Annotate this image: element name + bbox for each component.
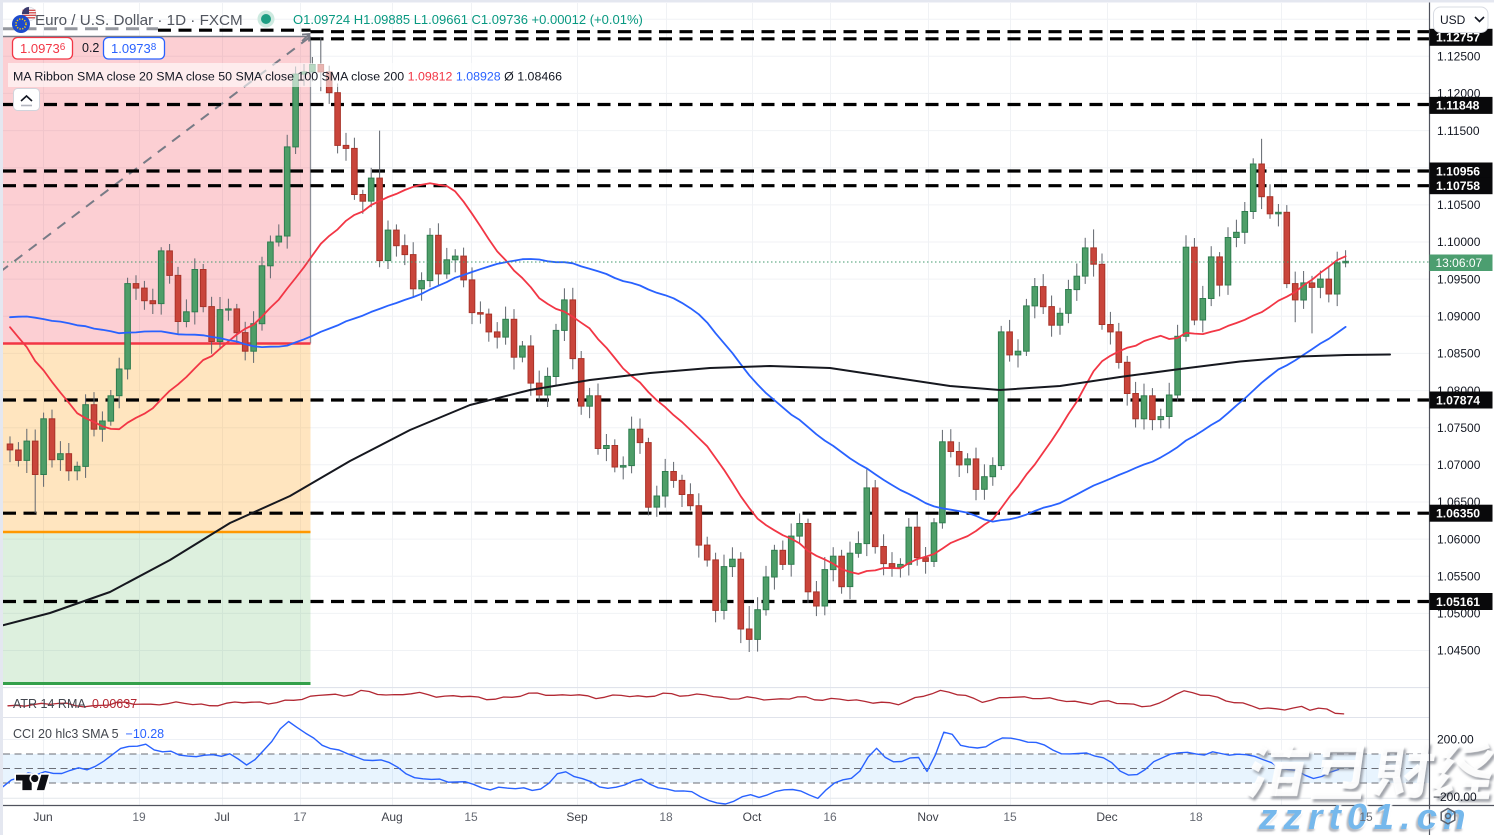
svg-text:1.09500: 1.09500 (1437, 272, 1481, 286)
svg-text:USD: USD (1440, 13, 1466, 27)
svg-text:15: 15 (1359, 810, 1373, 824)
svg-text:17: 17 (293, 810, 307, 824)
svg-text:19: 19 (132, 810, 146, 824)
svg-text:Jun: Jun (33, 810, 52, 824)
svg-text:Dec: Dec (1096, 810, 1117, 824)
svg-text:CCI 20 hlc3 SMA 5 −10.28: CCI 20 hlc3 SMA 5 −10.28 (13, 727, 164, 741)
svg-text:MA Ribbon SMA close 20 SMA clo: MA Ribbon SMA close 20 SMA close 50 SMA … (13, 70, 562, 84)
svg-text:1.05161: 1.05161 (1436, 595, 1480, 609)
svg-text:1.05000: 1.05000 (1437, 607, 1481, 621)
svg-text:1.05500: 1.05500 (1437, 570, 1481, 584)
svg-text:15: 15 (464, 810, 478, 824)
svg-text:15: 15 (1003, 810, 1017, 824)
svg-text:1.04500: 1.04500 (1437, 644, 1481, 658)
svg-text:1.09736: 1.09736 (20, 41, 66, 56)
svg-text:zzrt01.cn: zzrt01.cn (1258, 796, 1472, 835)
svg-text:1.10500: 1.10500 (1437, 198, 1481, 212)
svg-text:1.07874: 1.07874 (1436, 393, 1480, 407)
svg-text:16: 16 (823, 810, 837, 824)
svg-text:1.07000: 1.07000 (1437, 458, 1481, 472)
svg-text:1.10758: 1.10758 (1436, 179, 1480, 193)
svg-text:1.07500: 1.07500 (1437, 421, 1481, 435)
svg-text:1.12500: 1.12500 (1437, 50, 1481, 64)
svg-text:200.00: 200.00 (1437, 733, 1474, 747)
svg-text:Euro / U.S. Dollar · 1D · FXCM: Euro / U.S. Dollar · 1D · FXCM (35, 12, 243, 29)
svg-text:1.09738: 1.09738 (111, 41, 157, 56)
svg-text:1.12757: 1.12757 (1436, 31, 1480, 45)
svg-text:1.08500: 1.08500 (1437, 347, 1481, 361)
svg-text:1.11500: 1.11500 (1437, 124, 1480, 138)
svg-text:0.2: 0.2 (82, 41, 99, 55)
svg-text:1.06000: 1.06000 (1437, 532, 1481, 546)
svg-text:Sep: Sep (566, 810, 588, 824)
svg-text:O1.09724 H1.09885 L1.09661 C1.: O1.09724 H1.09885 L1.09661 C1.09736 +0.0… (293, 12, 643, 27)
svg-text:−200.00: −200.00 (1433, 790, 1477, 804)
svg-text:Aug: Aug (381, 810, 402, 824)
svg-text:Jul: Jul (214, 810, 229, 824)
svg-text:18: 18 (659, 810, 673, 824)
svg-text:Nov: Nov (917, 810, 938, 824)
svg-text:1.10956: 1.10956 (1436, 164, 1480, 178)
svg-text:1.11848: 1.11848 (1436, 99, 1480, 113)
svg-text:18: 18 (1189, 810, 1203, 824)
svg-text:1.10000: 1.10000 (1437, 235, 1481, 249)
svg-text:Oct: Oct (743, 810, 762, 824)
svg-text:13:06:07: 13:06:07 (1436, 256, 1483, 270)
svg-text:1.09000: 1.09000 (1437, 310, 1481, 324)
svg-text:1.06350: 1.06350 (1436, 507, 1480, 521)
svg-text:ATR 14 RMA 0.00637: ATR 14 RMA 0.00637 (13, 697, 137, 711)
